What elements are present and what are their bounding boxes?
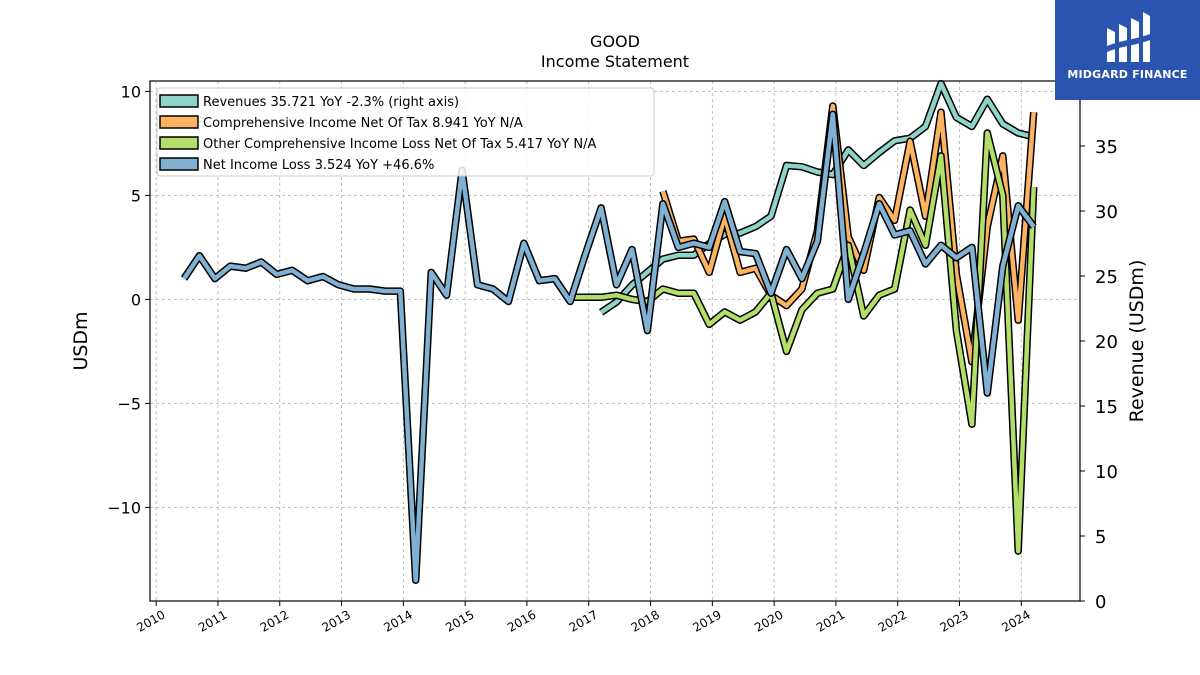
chart-title: GOOD [590,32,640,51]
x-tick-label: 2022 [876,607,909,634]
y-right-tick-label: 20 [1095,332,1118,353]
legend: Revenues 35.721 YoY -2.3% (right axis) Co… [156,87,655,177]
series-line [182,112,1036,583]
x-tick-label: 2013 [320,607,353,634]
legend-swatch [159,115,199,129]
y-right-tick-label: 25 [1095,267,1118,288]
series-line [599,81,1035,315]
legend-label: Comprehensive Income Net Of Tax 8.941 Yo… [203,116,523,131]
series-line [570,130,1036,554]
series-outline [180,110,1037,584]
y-tick-label: −10 [107,498,141,517]
y-right-tick-label: 10 [1095,462,1118,483]
legend-label: Revenues 35.721 YoY -2.3% (right axis) [203,95,459,110]
x-tick-label: 2020 [752,607,785,634]
series-3 [180,110,1037,584]
x-tick-label: 2018 [629,607,662,634]
legend-swatch [159,136,199,150]
x-tick-label: 2010 [134,607,167,634]
legend-label: Net Income Loss 3.524 YoY +46.6% [203,158,434,173]
y-tick-label: −5 [117,394,141,413]
y-axis-label: USDm [70,311,92,370]
x-tick-label: 2011 [196,607,229,634]
y-tick-label: 0 [131,290,141,309]
series-0 [599,79,1035,316]
x-tick-label: 2017 [567,607,600,634]
x-tick-label: 2012 [258,607,291,634]
y-right-tick-label: 15 [1095,397,1118,418]
x-tick-label: 2024 [999,607,1032,634]
x-tick-label: 2014 [381,607,414,634]
brand-name: MIDGARD FINANCE [1067,68,1188,81]
y-right-tick-label: 5 [1095,527,1106,548]
x-tick-label: 2023 [938,607,971,634]
x-tick-label: 2019 [690,607,723,634]
legend-swatch [159,94,199,108]
series-outline [570,129,1038,555]
y-right-tick-label: 35 [1095,137,1118,158]
midgard-logo-icon [1107,12,1150,62]
series-layer [180,79,1038,584]
x-tick-label: 2015 [443,607,476,634]
chart-subtitle: Income Statement [541,52,689,71]
y-right-tick-label: 0 [1095,592,1106,613]
x-tick-label: 2016 [505,607,538,634]
y-right-axis-label: Revenue (USDm) [1126,260,1148,423]
legend-swatch [159,157,199,171]
brand-logo: MIDGARD FINANCE [1055,0,1200,100]
x-tick-label: 2021 [814,607,847,634]
y-right-tick-label: 30 [1095,202,1118,223]
series-2 [570,129,1038,555]
legend-box [156,87,655,177]
y-tick-label: 10 [121,82,141,101]
y-tick-label: 5 [131,186,141,205]
legend-label: Other Comprehensive Income Loss Net Of T… [203,137,597,152]
